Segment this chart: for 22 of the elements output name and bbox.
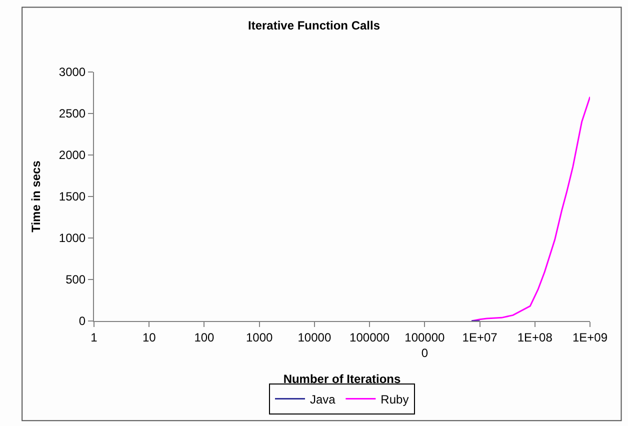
legend-label: Java (310, 392, 336, 406)
y-axis-title: Time in secs (29, 160, 44, 232)
x-tick-label: 1000000 (404, 330, 446, 360)
y-tick-label: 0 (78, 314, 86, 328)
y-tick-label: 2500 (58, 106, 86, 121)
x-tick-label: 1E+09 (572, 330, 608, 344)
chart-title: Iterative Function Calls (248, 18, 380, 33)
y-tick-label: 3000 (58, 65, 86, 80)
x-tick-label: 1 (90, 330, 98, 344)
x-tick-label: 1E+07 (462, 330, 498, 344)
x-tick-label: 100000 (350, 330, 390, 344)
x-tick-label: 10000 (298, 330, 332, 344)
x-axis-title: Number of Iterations (283, 372, 401, 386)
x-tick-label: 1E+08 (517, 330, 553, 344)
x-tick-label: 100 (194, 330, 215, 344)
x-tick-label: 10 (142, 330, 156, 344)
y-tick-label: 2000 (58, 148, 86, 162)
legend-label: Ruby (380, 392, 409, 406)
x-tick-label: 1000 (246, 330, 273, 344)
y-tick-label: 1000 (58, 231, 86, 246)
y-tick-label: 1500 (58, 190, 86, 204)
y-tick-label: 500 (66, 272, 86, 287)
